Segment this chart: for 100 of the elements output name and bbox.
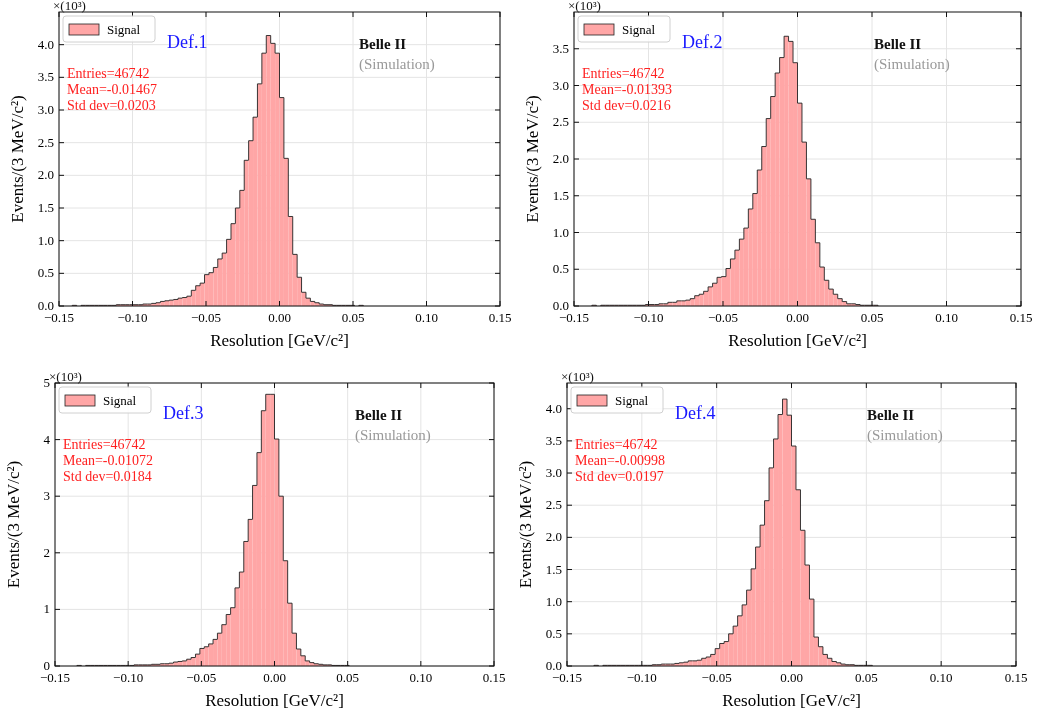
y-tick-label: 2.0 <box>37 167 54 183</box>
x-tick-label: 0.15 <box>482 670 506 685</box>
y-tick-label: 3.0 <box>37 102 54 117</box>
y-tick-label: 2.5 <box>552 114 569 130</box>
annotation: Std dev=0.0197 <box>575 469 664 484</box>
x-tick-label: −0.15 <box>43 310 75 325</box>
legend-label: Signal <box>103 393 137 408</box>
x-tick-label: 0.05 <box>854 670 878 685</box>
y-tick-label: 3.5 <box>545 432 562 448</box>
text: Def.3 <box>163 403 204 423</box>
y-tick-label: 3 <box>43 488 50 504</box>
y-tick-label: 5 <box>43 375 50 390</box>
y-axis-title: Events/(3 MeV/c²) <box>4 460 23 589</box>
y-tick-label: 1.5 <box>37 200 54 215</box>
y-tick-label: 1.0 <box>552 224 569 240</box>
x-tick-label: −0.10 <box>117 310 148 325</box>
x-tick-label: 0.00 <box>268 310 291 325</box>
annotation: ×(10³) <box>561 369 594 384</box>
y-tick-label: 2 <box>43 544 50 560</box>
annotation: ×(10³) <box>53 0 86 13</box>
y-tick-label: 1.5 <box>552 187 569 203</box>
annotation: (Simulation) <box>867 427 943 444</box>
y-tick-label: 2.0 <box>545 529 562 545</box>
x-tick-label: 0.05 <box>341 310 365 325</box>
y-axis-title: Events/(3 MeV/c²) <box>516 460 535 589</box>
x-tick-label: 0.15 <box>1004 670 1028 685</box>
text: Def.1 <box>167 32 208 52</box>
x-tick-label: 0.05 <box>860 310 884 325</box>
x-axis-title: Resolution [GeV/c²] <box>210 331 349 350</box>
x-tick-label: 0.10 <box>415 310 438 325</box>
annotation: Mean=-0.01467 <box>67 82 157 97</box>
x-tick-label: 0.10 <box>935 310 958 325</box>
annotation: Mean=-0.01072 <box>63 453 153 468</box>
annotation: (Simulation) <box>874 56 950 73</box>
x-tick-label: 0.00 <box>263 670 286 685</box>
x-tick-label: −0.15 <box>551 670 583 685</box>
y-tick-label: 0.5 <box>545 625 562 641</box>
y-tick-label: 2.5 <box>545 497 562 513</box>
annotation: Entries=46742 <box>63 437 146 452</box>
x-tick-label: −0.10 <box>626 670 657 685</box>
y-tick-label: 3.0 <box>552 77 569 93</box>
y-tick-label: 0.5 <box>552 261 569 277</box>
annotation: Std dev=0.0203 <box>67 98 156 113</box>
annotation: Entries=46742 <box>582 66 665 81</box>
annotation: Mean=-0.00998 <box>575 453 665 468</box>
x-tick-label: −0.05 <box>701 670 732 685</box>
annotation: Belle II <box>874 36 922 52</box>
x-axis-title: Resolution [GeV/c²] <box>205 691 344 710</box>
annotation: Entries=46742 <box>67 66 150 81</box>
x-axis-title: Resolution [GeV/c²] <box>728 331 867 350</box>
x-tick-label: −0.05 <box>707 310 739 325</box>
x-tick-label: −0.15 <box>39 670 71 685</box>
x-tick-label: 0.10 <box>929 670 953 685</box>
x-tick-label: −0.10 <box>113 670 144 685</box>
annotation: ×(10³) <box>568 0 601 13</box>
text: Def.2 <box>682 32 723 52</box>
y-tick-label: 1.0 <box>545 593 562 609</box>
y-tick-label: 0.0 <box>545 658 562 673</box>
x-tick-label: −0.05 <box>186 670 217 685</box>
annotation: Belle II <box>355 407 403 423</box>
y-tick-label: 1.5 <box>545 561 562 577</box>
y-tick-label: 3.5 <box>552 40 569 56</box>
text: Def.4 <box>675 403 716 423</box>
y-tick-label: 3.0 <box>545 465 562 481</box>
y-tick-label: 2.5 <box>37 134 54 150</box>
legend-label: Signal <box>615 393 649 408</box>
annotation: ×(10³) <box>49 369 82 384</box>
annotation: Std dev=0.0184 <box>63 469 152 484</box>
y-tick-label: 2.0 <box>552 151 569 166</box>
annotation: Std dev=0.0216 <box>582 98 671 113</box>
y-tick-label: 0 <box>43 658 50 673</box>
y-tick-label: 1 <box>43 601 50 617</box>
x-axis-title: Resolution [GeV/c²] <box>722 691 861 710</box>
annotation: (Simulation) <box>359 56 435 73</box>
annotation: Belle II <box>867 407 915 423</box>
x-tick-label: 0.05 <box>336 670 360 685</box>
y-tick-label: 4.0 <box>37 36 54 52</box>
x-tick-label: 0.15 <box>1009 310 1033 325</box>
x-tick-label: 0.00 <box>786 310 809 325</box>
x-tick-label: −0.15 <box>558 310 590 325</box>
y-axis-title: Events/(3 MeV/c²) <box>8 95 27 223</box>
y-tick-label: 1.0 <box>37 232 54 248</box>
y-tick-label: 0.0 <box>552 298 569 313</box>
legend-label: Signal <box>107 22 141 37</box>
annotation: (Simulation) <box>355 427 431 444</box>
y-tick-label: 0.0 <box>37 298 54 313</box>
x-tick-label: 0.10 <box>409 670 433 685</box>
annotation: Mean=-0.01393 <box>582 82 672 97</box>
y-tick-label: 4 <box>43 431 51 447</box>
legend-label: Signal <box>622 22 656 37</box>
x-tick-label: −0.05 <box>190 310 222 325</box>
x-tick-label: −0.10 <box>633 310 664 325</box>
y-tick-label: 4.0 <box>545 400 562 416</box>
y-tick-label: 0.5 <box>37 265 54 281</box>
annotation: Entries=46742 <box>575 437 658 452</box>
x-tick-label: 0.15 <box>488 310 512 325</box>
y-axis-title: Events/(3 MeV/c²) <box>523 95 542 223</box>
y-tick-label: 3.5 <box>37 69 54 85</box>
x-tick-label: 0.00 <box>780 670 803 685</box>
annotation: Belle II <box>359 36 407 52</box>
